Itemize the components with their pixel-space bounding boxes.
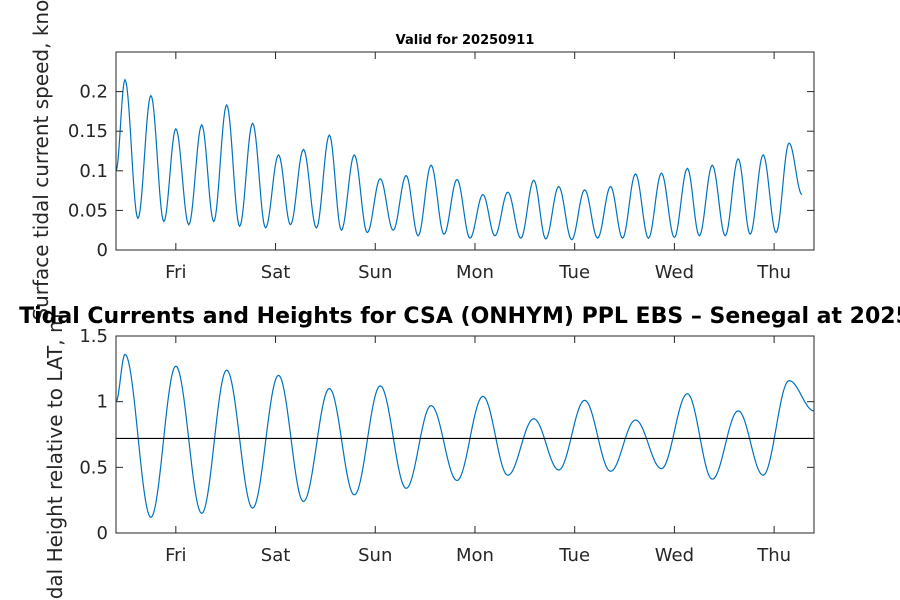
tidal-height-x-tick-label: Sun: [358, 545, 392, 566]
current-speed-x-tick-label: Wed: [655, 262, 694, 283]
tidal-height-x-tick-label: Mon: [456, 545, 494, 566]
current-speed-x-ticks: Fri Sat Sun Mon Tue Wed Thu: [165, 52, 791, 283]
current-speed-x-tick-label: Sat: [261, 262, 291, 283]
tidal-height-x-ticks: Fri Sat Sun Mon Tue Wed Thu: [165, 336, 791, 566]
tidal-height-x-tick-label: Fri: [165, 545, 186, 566]
tidal-height-y-tick-label: 0.5: [79, 457, 108, 478]
main-title: Tidal Currents and Heights for CSA (ONHY…: [19, 304, 900, 329]
tidal-height-x-tick-label: Thu: [756, 545, 791, 566]
current-speed-y-ticks: 0 0.05 0.1 0.15 0.2: [68, 82, 814, 261]
tidal-height-x-tick-label: Wed: [655, 545, 694, 566]
current-speed-series-group: [115, 78, 803, 241]
current-speed-axes-box: [115, 51, 815, 251]
tidal-height-x-tick-label: Sat: [261, 545, 291, 566]
tidal-height-plot-area: [116, 336, 814, 533]
current-speed-y-tick-label: 0.2: [79, 82, 108, 103]
current-speed-panel: 0 0.05 0.1 0.15 0.2 Fri Sat Sun Mon Tue Wed Thu Va…: [29, 0, 815, 321]
tidal-height-y-tick-label: 1.5: [79, 326, 108, 347]
current-speed-x-tick-label: Sun: [358, 262, 392, 283]
tidal-height-y-label: Tidal Height relative to LAT, m: [43, 314, 67, 600]
current-speed-y-tick-label: 0.15: [68, 121, 108, 142]
current-speed-y-tick-label: 0: [97, 240, 108, 261]
current-speed-y-label: Surface tidal current speed, knots: [29, 0, 53, 321]
current-speed-x-tick-label: Fri: [165, 262, 186, 283]
tidal-height-series-group: [115, 353, 815, 518]
tidal-height-y-ticks: 0 0.5 1 1.5: [79, 326, 814, 544]
subtitle-valid-date: Valid for 20250911: [396, 33, 535, 48]
current-speed-y-tick-label: 0.1: [79, 161, 108, 182]
current-speed-series-line: [115, 78, 803, 241]
tidal-height-axes-box: [115, 335, 815, 534]
tidal-height-y-tick-label: 0: [97, 523, 108, 544]
current-speed-x-tick-label: Mon: [456, 262, 494, 283]
tidal-height-y-tick-label: 1: [97, 392, 108, 413]
tidal-height-series-line: [115, 353, 815, 518]
tidal-height-panel: 0 0.5 1 1.5 Fri Sat Sun Mon Tue Wed Thu Tidal Hei…: [43, 314, 815, 600]
tidal-height-x-tick-label: Tue: [558, 545, 590, 566]
current-speed-y-tick-label: 0.05: [68, 200, 108, 221]
current-speed-x-tick-label: Tue: [558, 262, 590, 283]
current-speed-x-tick-label: Thu: [756, 262, 791, 283]
